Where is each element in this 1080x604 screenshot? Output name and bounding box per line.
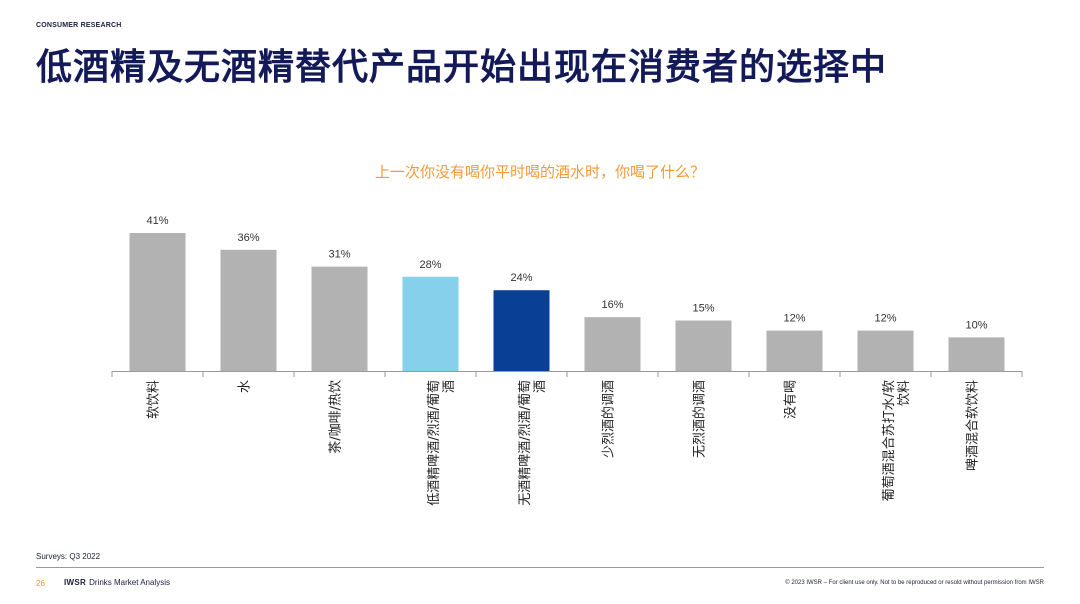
chart-title: 上一次你没有喝你平时喝的酒水时，你喝了什么？	[374, 163, 705, 181]
bar	[493, 290, 550, 371]
bar	[857, 330, 914, 371]
category-label: 葡萄酒混合苏打水/软饮料	[881, 380, 912, 501]
bar	[129, 233, 186, 371]
data-label: 36%	[237, 232, 259, 244]
bar	[766, 330, 823, 371]
bar	[311, 266, 368, 371]
category-label-line: 葡萄酒混合苏打水/软	[881, 380, 897, 501]
footer-divider	[36, 567, 1044, 568]
category-label: 无酒精啤酒/烈酒/葡萄酒	[518, 380, 548, 506]
category-label-line: 水	[238, 380, 253, 393]
brand-logo: IWSR	[64, 578, 87, 587]
page-title: 低酒精及无酒精替代产品开始出现在消费者的选择中	[36, 47, 888, 88]
data-label: 16%	[601, 299, 623, 311]
category-label-line: 无酒精啤酒/烈酒/葡萄	[518, 380, 533, 506]
category-label: 少烈酒的调酒	[601, 380, 617, 458]
category-label-line: 饮料	[897, 380, 912, 406]
data-label: 15%	[692, 303, 714, 315]
bar	[402, 276, 459, 371]
category-label-line: 酒	[442, 380, 457, 393]
category-label-line: 酒	[533, 380, 548, 393]
copyright-notice: © 2023 IWSR – For client use only. Not t…	[785, 580, 1044, 586]
brand-text: Drinks Market Analysis	[89, 578, 171, 587]
category-label-line: 没有喝	[784, 380, 799, 419]
category-label-line: 无烈酒的调酒	[692, 380, 708, 458]
bar	[220, 249, 277, 371]
category-label: 茶/咖啡/热饮	[328, 380, 344, 454]
data-label: 24%	[510, 272, 532, 284]
bar	[675, 320, 732, 371]
data-label: 31%	[328, 249, 350, 261]
data-label: 10%	[965, 319, 987, 331]
brand: IWSR Drinks Market Analysis	[64, 578, 170, 587]
bar	[584, 317, 641, 371]
eyebrow-label: CONSUMER RESEARCH	[36, 22, 122, 29]
category-label-line: 啤酒混合软饮料	[966, 380, 981, 471]
category-label: 软饮料	[147, 380, 162, 419]
category-label-line: 软饮料	[147, 380, 162, 419]
category-label: 低酒精啤酒/烈酒/葡萄酒	[427, 380, 457, 506]
page-number: 26	[36, 579, 45, 588]
category-label-line: 少烈酒的调酒	[601, 380, 617, 458]
data-label: 41%	[146, 215, 168, 227]
data-label: 12%	[783, 313, 805, 325]
category-label-line: 茶/咖啡/热饮	[328, 380, 344, 454]
category-label: 没有喝	[784, 380, 799, 419]
data-label: 12%	[874, 313, 896, 325]
category-label: 水	[238, 380, 253, 393]
bar	[948, 337, 1005, 371]
data-label: 28%	[419, 259, 441, 271]
survey-note: Surveys: Q3 2022	[36, 552, 101, 561]
category-label: 啤酒混合软饮料	[966, 380, 981, 471]
category-label-line: 低酒精啤酒/烈酒/葡萄	[427, 380, 442, 506]
bar-chart: 41% 36% 31% 28% 24% 16% 15% 12% 12% 10% 软饮料 水 茶/咖啡/热…	[111, 215, 1023, 506]
category-label: 无烈酒的调酒	[692, 380, 708, 458]
